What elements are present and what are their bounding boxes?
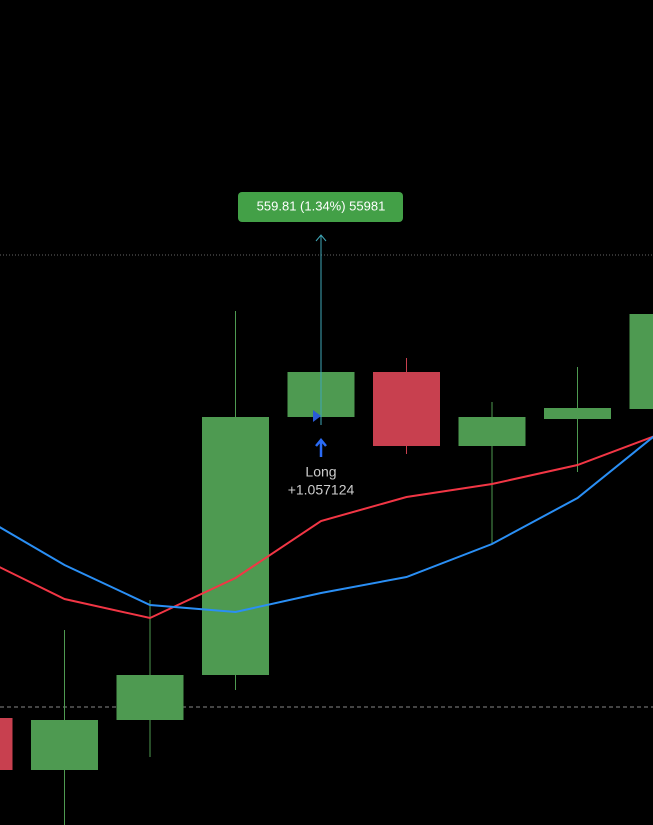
candle-body	[544, 408, 611, 419]
candle-body	[31, 720, 98, 770]
signal-arrow	[315, 438, 327, 457]
signal-marker	[313, 410, 321, 422]
signal-amount: +1.057124	[288, 482, 355, 498]
candle-body	[458, 417, 526, 446]
ma-line	[0, 435, 653, 620]
candle-body	[373, 372, 440, 446]
ma-line	[0, 435, 653, 614]
measure-arrow	[315, 234, 327, 242]
candle-body	[116, 675, 184, 720]
candle-body	[0, 718, 13, 770]
measure-label-box	[238, 192, 403, 222]
candle-body	[629, 314, 653, 409]
signal-label: Long	[305, 464, 336, 480]
candle-body	[202, 417, 269, 675]
measure-label: 559.81 (1.34%) 55981	[257, 198, 386, 213]
